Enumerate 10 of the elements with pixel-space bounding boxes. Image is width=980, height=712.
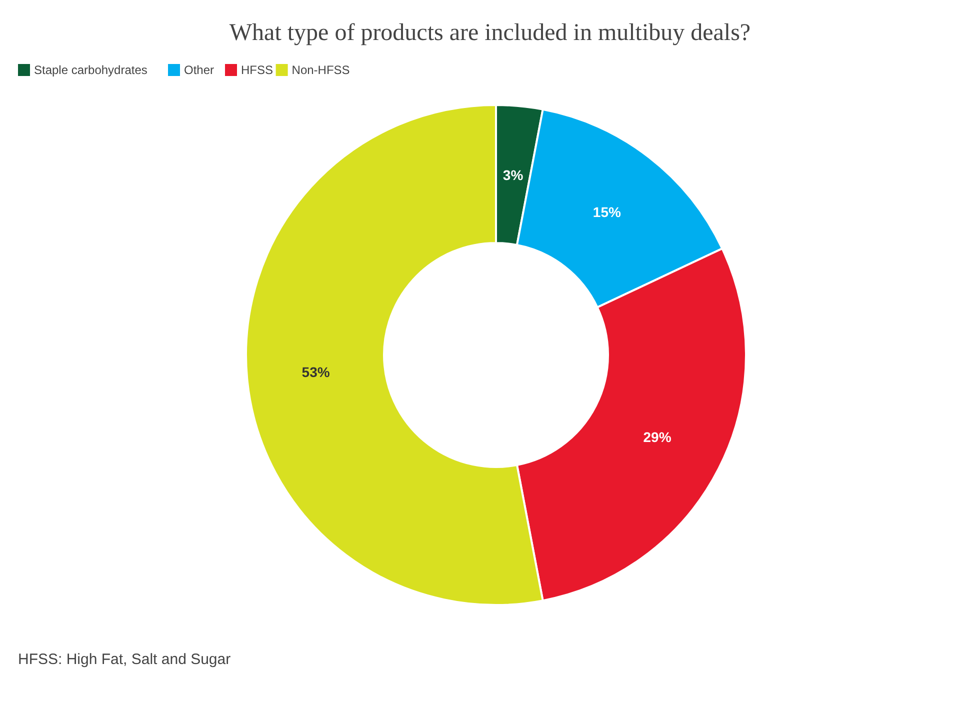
chart-title: What type of products are included in multibuy deals?: [229, 20, 751, 46]
data-label: 3%: [502, 166, 524, 183]
data-label: 15%: [592, 204, 622, 220]
data-label: 29%: [643, 429, 672, 446]
legend-label: Non-HFSS: [292, 63, 350, 77]
text: HFSS: High Fat, Salt and Sugar: [18, 651, 231, 668]
data-label: 53%: [302, 364, 330, 380]
legend-label: HFSS: [241, 63, 274, 77]
legend-label: Other: [184, 63, 214, 77]
legend-label: Staple carbohydrates: [34, 63, 148, 77]
